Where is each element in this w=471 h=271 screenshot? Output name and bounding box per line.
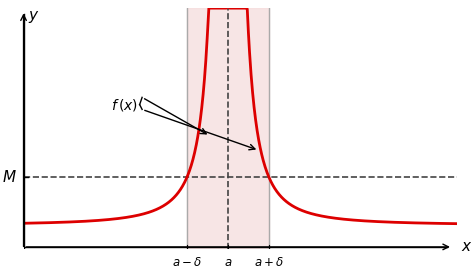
Text: $M$: $M$ — [2, 169, 17, 185]
Text: $a$: $a$ — [224, 256, 232, 269]
Text: $x$: $x$ — [461, 240, 471, 254]
Text: $f\,(x)$: $f\,(x)$ — [111, 96, 138, 113]
Text: $a+\delta$: $a+\delta$ — [254, 256, 284, 269]
Text: $a-\delta$: $a-\delta$ — [172, 256, 202, 269]
Bar — [187, 8, 269, 249]
Text: $y$: $y$ — [28, 9, 39, 25]
